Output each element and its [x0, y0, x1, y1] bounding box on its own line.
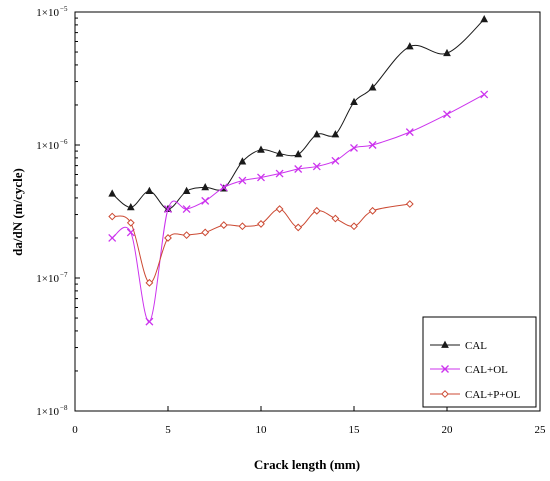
x-axis: 0 5 10 15 20 25: [72, 406, 546, 436]
data-point-cal-p-ol: [331, 214, 340, 223]
x-tick-label: 15: [349, 424, 361, 436]
data-point-cal: [126, 202, 135, 211]
legend-label: CAL+P+OL: [465, 389, 520, 401]
data-point-cal-ol: [164, 205, 172, 213]
y-tick-base: 1×10: [36, 406, 59, 418]
data-point-cal-p-ol: [312, 206, 321, 215]
data-point-cal-p-ol: [350, 222, 358, 231]
data-point-cal-p-ol: [405, 200, 414, 208]
data-point-cal: [201, 183, 210, 191]
series-cal-ol: [108, 90, 489, 326]
data-point-cal: [443, 48, 451, 57]
y-axis: 1×10 −51×10 −61×10 −71×10 −8: [36, 5, 80, 418]
x-tick-label: 5: [165, 424, 171, 436]
legend-marker: [441, 390, 449, 398]
legend-label: CAL: [465, 340, 487, 352]
data-point-cal: [257, 145, 265, 153]
x-tick-label: 0: [72, 424, 78, 436]
y-tick-exponent: −7: [60, 271, 68, 279]
series-cal-p-ol: [108, 200, 414, 287]
x-tick-label: 25: [535, 424, 547, 436]
y-tick-exponent: −6: [60, 138, 68, 146]
data-point-cal-ol: [480, 90, 489, 99]
data-point-cal: [294, 150, 303, 158]
data-point-cal: [405, 42, 414, 50]
plot-frame: [74, 11, 541, 412]
data-point-cal-p-ol: [257, 220, 265, 228]
legend-label: CAL+OL: [465, 364, 508, 376]
data-point-cal-ol: [219, 183, 228, 192]
data-point-cal-ol: [257, 173, 265, 182]
y-tick-label: 1×10: [36, 406, 59, 418]
series-line-cal-ol: [111, 93, 485, 323]
data-point-cal-ol: [238, 176, 247, 185]
y-tick-exponent: −8: [60, 404, 68, 412]
legend: CAL CAL+OL CAL+P+OL: [422, 316, 537, 408]
data-point-cal-p-ol: [182, 231, 191, 240]
data-point-cal-ol: [405, 128, 414, 137]
legend-item-cal-ol: CAL+OL: [430, 364, 508, 376]
data-point-cal-ol: [145, 317, 154, 326]
series-line-cal: [111, 19, 485, 210]
y-tick-label: 1×10: [36, 7, 59, 19]
y-tick-base: 1×10: [36, 7, 59, 19]
x-axis-title: Crack length (mm): [254, 457, 360, 472]
legend-item-cal-p-ol: CAL+P+OL: [430, 389, 520, 401]
data-point-cal-p-ol: [145, 278, 154, 287]
data-point-cal-p-ol: [164, 234, 172, 242]
data-point-cal-ol: [108, 234, 117, 242]
data-point-cal-ol: [275, 169, 284, 178]
legend-marker: [441, 365, 449, 373]
y-tick-label: 1×10: [36, 273, 59, 285]
data-point-cal-ol: [368, 141, 377, 149]
y-tick-base: 1×10: [36, 273, 59, 285]
data-point-cal: [275, 149, 284, 157]
legend-item-cal: CAL: [430, 340, 487, 352]
data-point-cal-ol: [182, 205, 191, 213]
data-point-cal-p-ol: [219, 221, 228, 229]
data-point-cal-ol: [443, 110, 451, 119]
data-point-cal: [350, 97, 358, 106]
series-cal: [108, 15, 489, 212]
series-line-cal-p-ol: [112, 203, 410, 284]
x-tick-label: 20: [442, 424, 454, 436]
data-point-cal-p-ol: [126, 218, 135, 227]
data-point-cal: [238, 157, 247, 165]
data-point-cal-p-ol: [238, 222, 247, 231]
data-point-cal-ol: [331, 156, 340, 165]
legend-box: [422, 316, 537, 408]
data-point-cal-ol: [294, 165, 303, 173]
y-axis-title: da/dN (m/cycle): [10, 168, 25, 256]
data-point-cal: [331, 130, 340, 138]
data-point-cal: [108, 189, 117, 197]
y-tick-label: 1×10: [36, 140, 59, 152]
data-point-cal-p-ol: [294, 223, 303, 232]
data-point-cal: [480, 15, 489, 23]
data-point-cal: [368, 83, 377, 91]
data-point-cal-ol: [350, 144, 358, 152]
data-point-cal-p-ol: [201, 228, 210, 237]
series-group: [108, 15, 489, 326]
data-point-cal: [182, 186, 191, 195]
data-point-cal-p-ol: [275, 205, 284, 213]
y-tick-base: 1×10: [36, 140, 59, 152]
data-point-cal-ol: [201, 196, 210, 205]
plot-area: 0 5 10 15 20 25 1×10 −51×10 −61×10 −71×10 −8: [36, 5, 546, 436]
data-point-cal: [312, 130, 321, 138]
data-point-cal-p-ol: [368, 206, 377, 215]
data-point-cal: [145, 186, 154, 195]
y-tick-exponent: −5: [60, 5, 68, 13]
data-point-cal-ol: [312, 162, 321, 171]
data-point-cal-p-ol: [108, 212, 117, 221]
legend-marker: [441, 340, 449, 348]
x-tick-label: 10: [256, 424, 268, 436]
